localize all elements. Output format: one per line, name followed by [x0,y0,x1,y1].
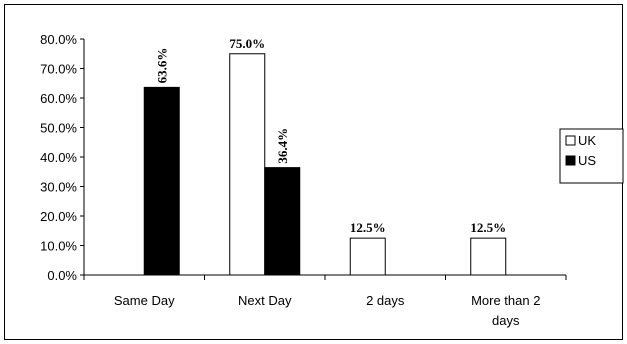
legend-label-uk: UK [578,133,596,148]
legend-swatch-us [565,155,576,166]
x-category-label: 2 days [366,293,405,308]
x-category-label: Next Day [238,293,292,308]
bar-uk [229,53,266,276]
data-label-uk: 75.0% [229,36,265,51]
data-label-us: 36.4% [275,128,290,164]
legend-swatch-uk [565,135,576,146]
data-label-us: 63.6% [155,48,170,84]
data-label-uk: 12.5% [470,220,506,235]
y-tick-label: 40.0% [40,150,77,165]
data-label-uk: 12.5% [350,220,386,235]
bar-us [264,167,301,276]
y-tick-label: 80.0% [40,32,77,47]
y-axis: 0.0% 10.0% 20.0% 30.0% 40.0% 50.0% 60.0% 70.0% 8… [40,32,85,283]
y-tick-label: 20.0% [40,209,77,224]
x-category-label: More than 2 days [471,293,540,328]
bar-uk [470,237,507,276]
bars [143,53,507,276]
x-category-label: Same Day [114,293,175,308]
y-tick-label: 30.0% [40,180,77,195]
y-tick-label: 0.0% [47,268,77,283]
bar-us [143,86,180,276]
x-axis: Same Day Next Day 2 days More than 2 days [83,274,567,328]
chart-frame [4,4,623,340]
data-labels: 75.0% 12.5% 12.5% 63.6% 36.4% [155,36,506,235]
y-tick-label: 70.0% [40,62,77,77]
y-tick-label: 10.0% [40,239,77,254]
y-tick-label: 60.0% [40,91,77,106]
y-tick-label: 50.0% [40,121,77,136]
bar-uk [349,237,386,276]
legend-label-us: US [578,153,596,168]
legend: UK US [559,128,624,184]
